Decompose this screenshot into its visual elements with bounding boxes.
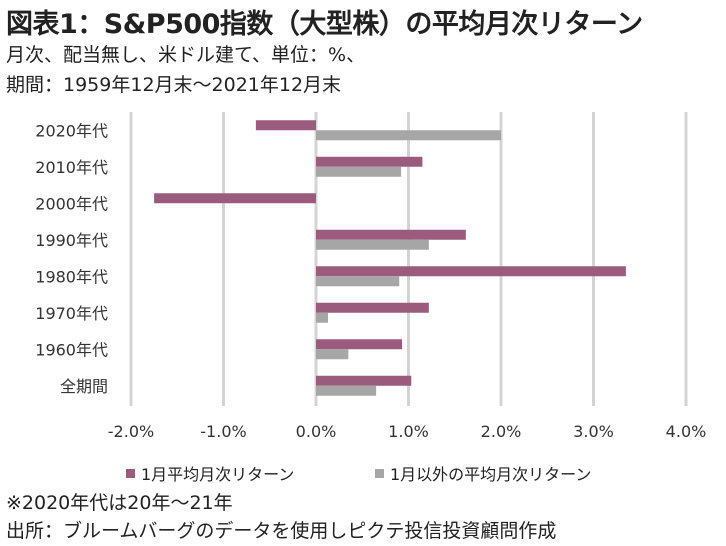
legend-label-series1: 1月平均月次リターン [141,465,295,484]
chart-subtitle-period: 期間：1959年12月末～2021年12月末 [6,74,342,96]
legend-swatch-series2 [375,468,384,478]
category-label: 2010年代 [35,158,108,177]
category-label: 2000年代 [35,194,108,213]
x-tick-label: 0.0% [296,422,337,441]
chart-note: ※2020年代は20年～21年 [6,492,233,514]
chart-source: 出所：ブルームバーグのデータを使用しピクテ投信投資顧問作成 [6,520,557,542]
bar-series1 [154,193,316,204]
bar-series2 [316,239,429,250]
category-label: 1980年代 [35,267,108,286]
bar-series1 [316,229,466,240]
x-tick-label: 4.0% [666,422,707,441]
category-label: 1970年代 [35,304,108,323]
bar-series1 [255,120,316,131]
category-labels: 2020年代 2010年代 2000年代 1990年代 1980年代 1970年代 1960… [35,121,108,396]
bar-series2 [316,349,349,360]
bar-series2 [316,166,402,177]
category-label: 1960年代 [35,340,108,359]
category-label: 1990年代 [35,231,108,250]
bars [154,120,626,396]
legend-label-series2: 1月以外の平均月次リターン [390,465,592,484]
chart-subtitle-units: 月次、配当無し、米ドル建て、単位：%、 [6,44,366,66]
bar-series2 [316,130,501,141]
legend-swatch-series1 [126,468,135,478]
bar-series1 [316,339,403,350]
bar-series1 [316,375,412,386]
legend-item-series2: 1月以外の平均月次リターン [375,461,591,485]
legend-item-series1: 1月平均月次リターン [126,461,294,485]
x-tick-label: 3.0% [573,422,614,441]
bar-series1 [316,302,429,313]
bar-series1 [316,156,423,167]
bar-series2 [316,276,400,287]
chart-title: 図表1：S&P500指数（大型株）の平均月次リターン [6,9,643,40]
x-tick-label: 1.0% [388,422,429,441]
x-tick-labels: -2.0% -1.0% 0.0% 1.0% 2.0% 3.0% 4.0% [108,422,707,441]
bar-series1 [316,266,626,277]
x-tick-label: -2.0% [108,422,154,441]
x-tick-label: -1.0% [200,422,246,441]
bar-series2 [316,385,377,396]
x-tick-label: 2.0% [481,422,522,441]
category-label: 全期間 [60,377,108,396]
bar-series2 [316,312,329,323]
category-label: 2020年代 [35,121,108,140]
gridlines [129,112,688,406]
